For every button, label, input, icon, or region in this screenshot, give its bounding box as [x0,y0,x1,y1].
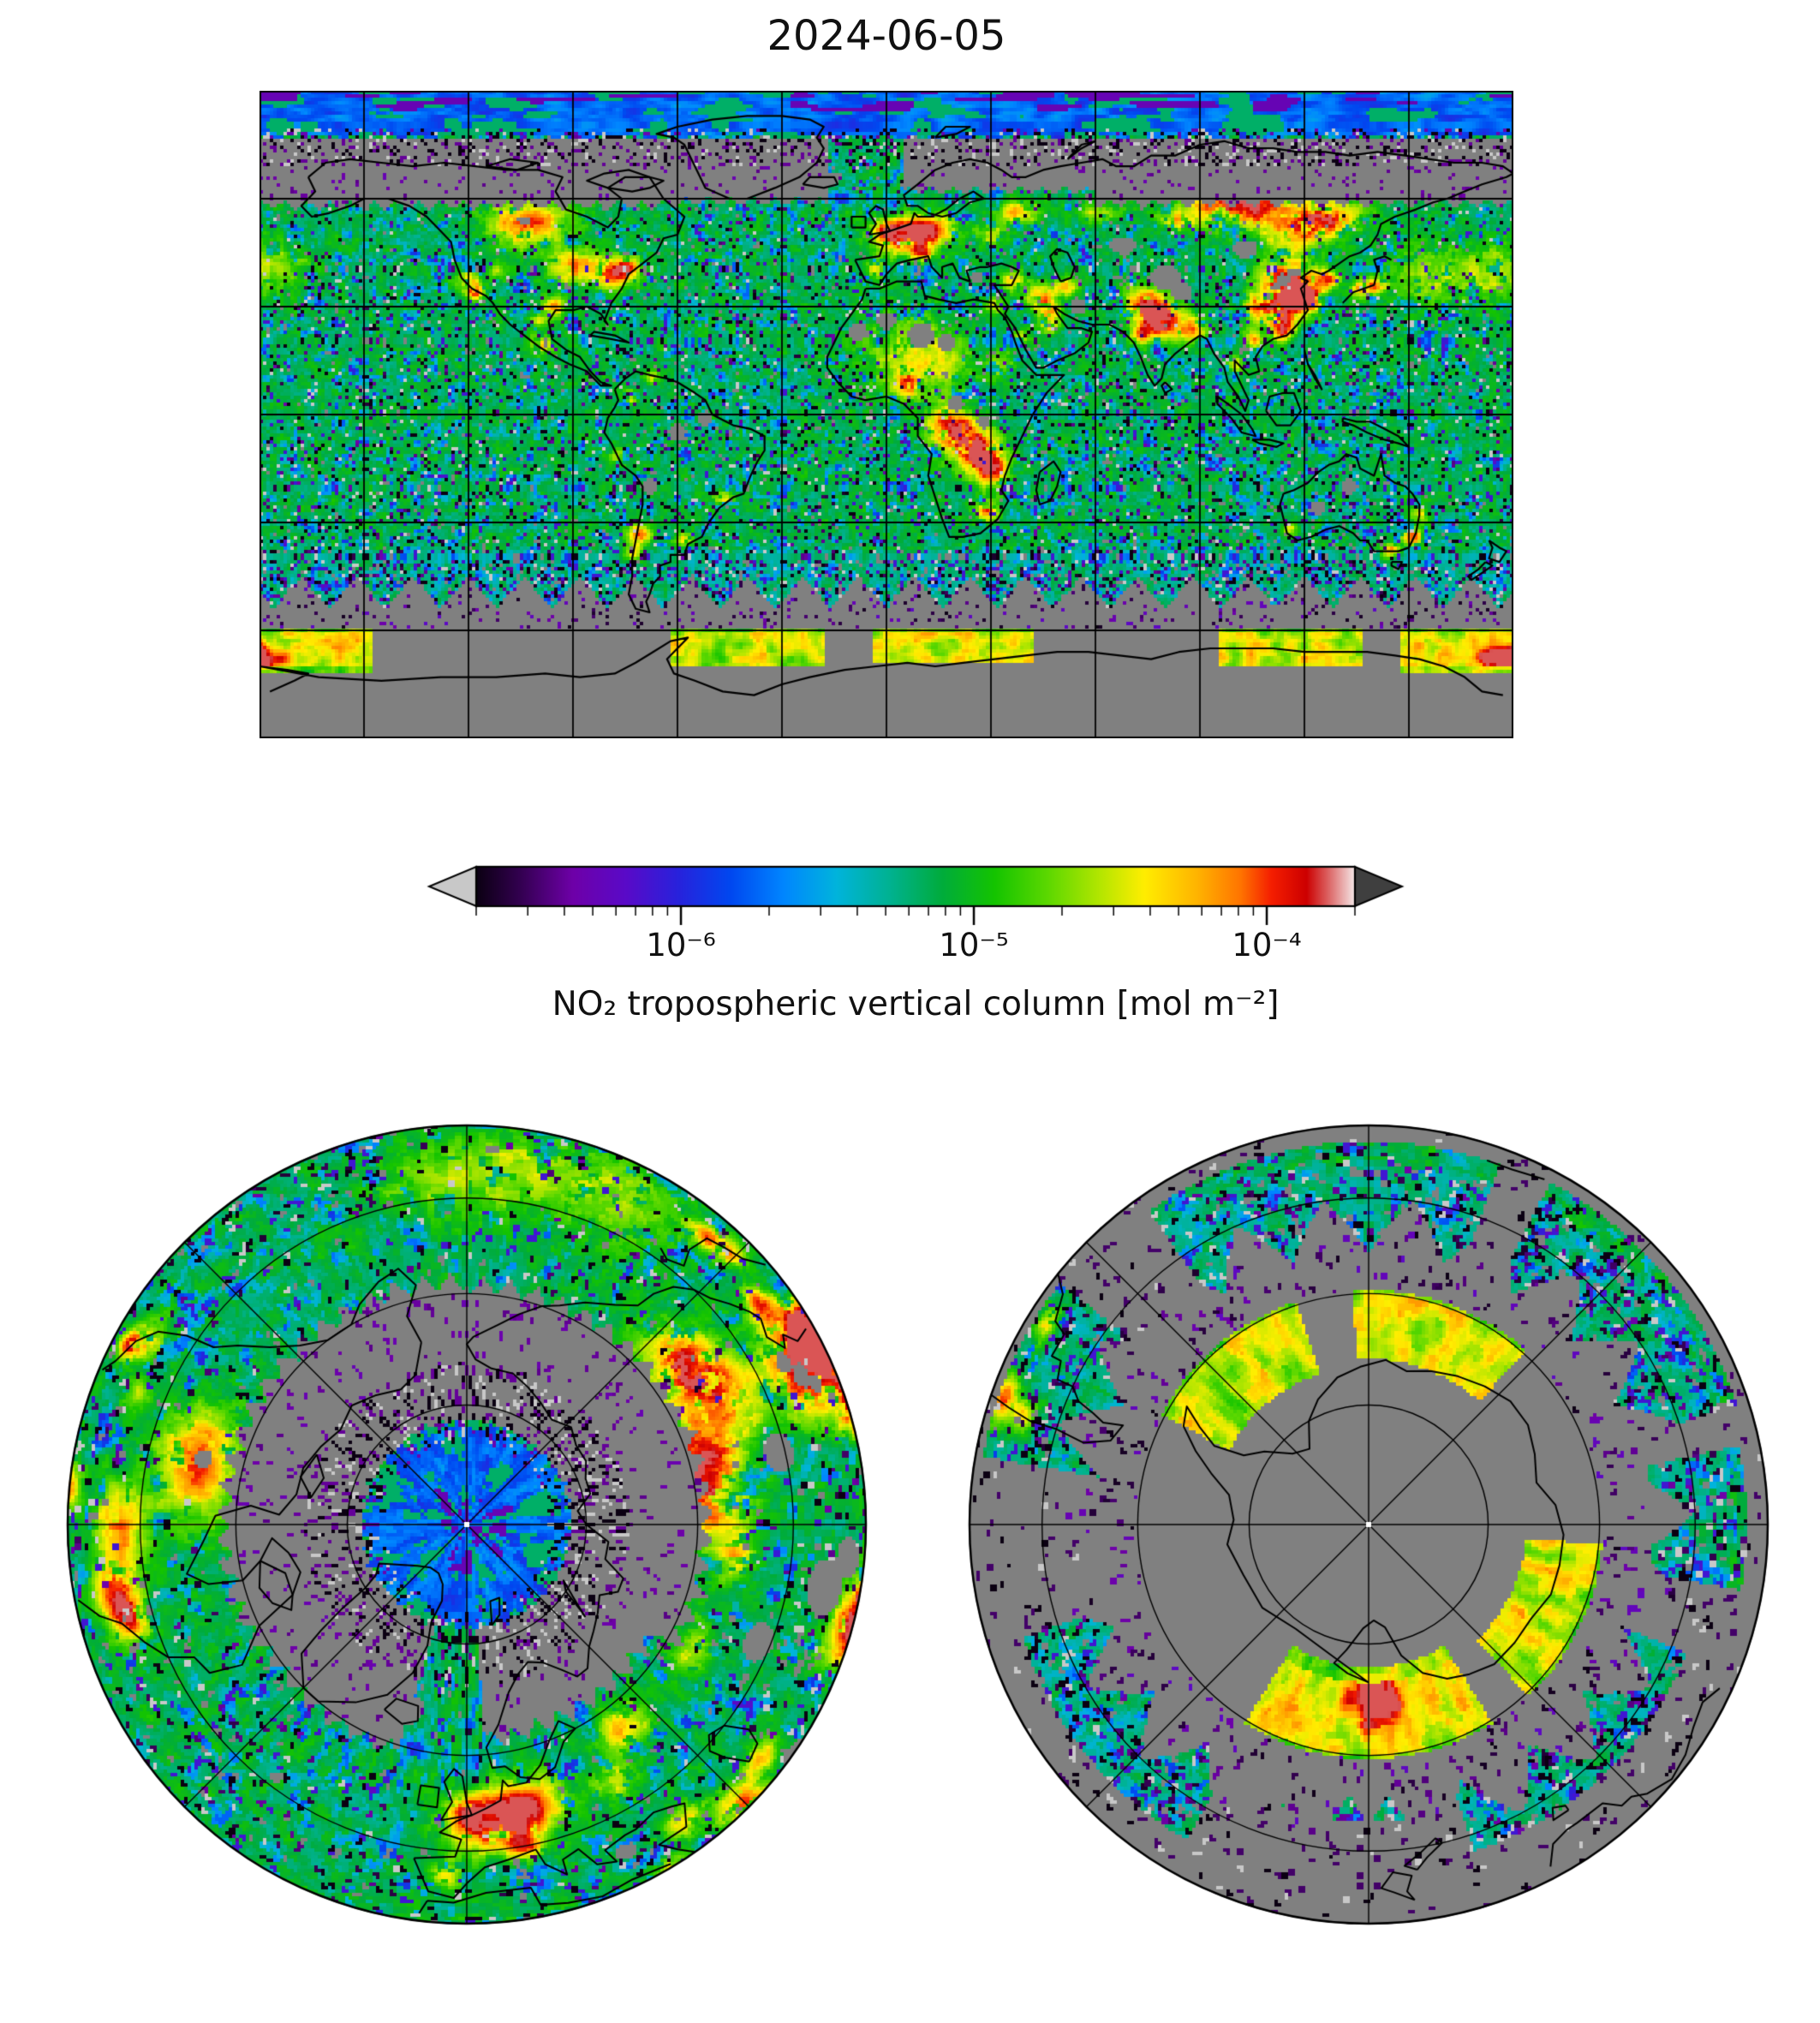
north-polar-canvas [64,1122,869,1927]
south-polar-canvas [966,1122,1771,1927]
colorbar-tick-label-1e-5: 10⁻⁵ [939,927,1009,964]
colorbar-canvas [420,856,1413,930]
colorbar-tick-label-1e-4: 10⁻⁴ [1232,927,1302,964]
world-map-canvas [260,91,1513,738]
colorbar-axis-label: NO₂ tropospheric vertical column [mol m⁻… [552,985,1280,1023]
colorbar-tick-label-1e-6: 10⁻⁶ [646,927,716,964]
figure-title: 2024-06-05 [767,12,1006,60]
